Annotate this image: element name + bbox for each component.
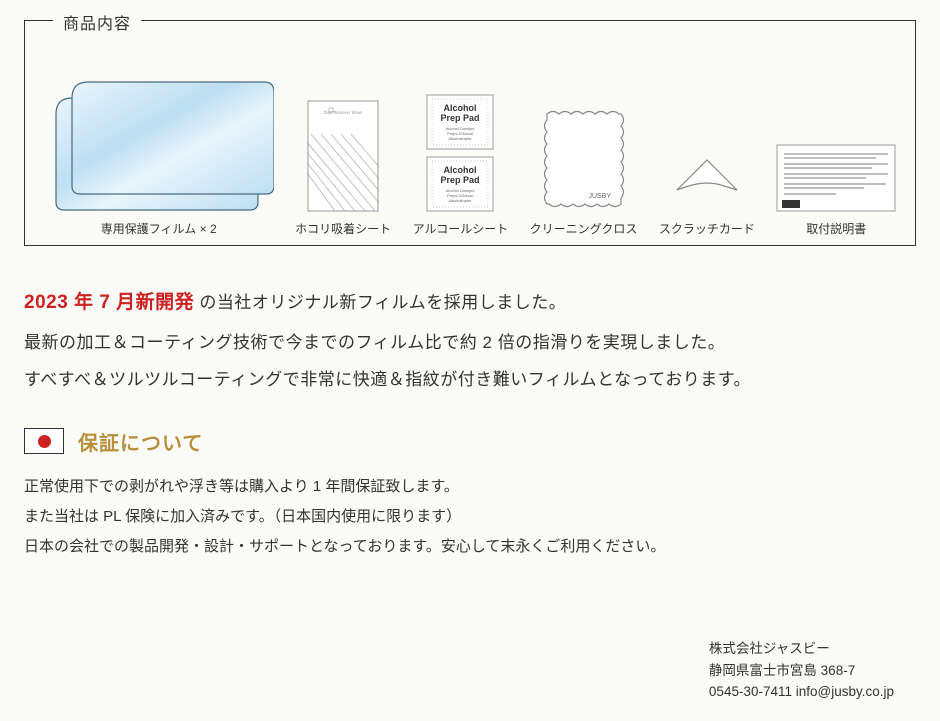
desc-line-1: 2023 年 7 月新開発 の当社オリジナル新フィルムを採用しました。 — [24, 282, 916, 324]
company-name: 株式会社ジャスビー — [709, 638, 894, 660]
svg-text:Prep Pad: Prep Pad — [441, 175, 480, 185]
description-block: 2023 年 7 月新開発 の当社オリジナル新フィルムを採用しました。 最新の加… — [24, 282, 916, 399]
warranty-title: 保証について — [78, 427, 203, 456]
svg-text:Alcohol: Alcohol — [444, 165, 477, 175]
item-film: 専用保護フィルム × 2 — [44, 45, 274, 237]
item-cleaning-cloth: JUSBY クリーニングクロス — [530, 45, 638, 237]
svg-text:Alcohol: Alcohol — [444, 103, 477, 113]
cloth-icon: JUSBY — [539, 106, 629, 212]
alcohol-pad-icon: Alcohol Prep Pad Alcohol Doekjes Preps D… — [426, 94, 494, 212]
scratch-card-icon — [675, 150, 739, 212]
svg-text:Dust Remover Sheet: Dust Remover Sheet — [324, 110, 364, 115]
item-dust-sheet: Dust Remover Sheet ホコリ吸着シート — [295, 45, 391, 237]
product-contents-box: 商品内容 専用保護フィルム × 2 Dust Remover Sheet — [24, 20, 916, 246]
warranty-line-2: また当社は PL 保険に加入済みです。（日本国内使用に限ります） — [24, 502, 916, 532]
svg-text:Alkoholtupfer: Alkoholtupfer — [449, 198, 473, 203]
item-scratch-card: スクラッチカード — [659, 45, 755, 237]
svg-text:Prep Pad: Prep Pad — [441, 113, 480, 123]
svg-text:Alkoholtupfer: Alkoholtupfer — [449, 136, 473, 141]
warranty-block: 保証について 正常使用下での剥がれや浮き等は購入より 1 年間保証致します。 ま… — [24, 427, 916, 562]
item-label: 取付説明書 — [806, 220, 866, 237]
warranty-line-1: 正常使用下での剥がれや浮き等は購入より 1 年間保証致します。 — [24, 472, 916, 502]
item-label: スクラッチカード — [659, 220, 755, 237]
item-manual: 取付説明書 — [776, 45, 896, 237]
company-address: 静岡県富士市宮島 368-7 — [709, 660, 894, 682]
desc-highlight: 2023 年 7 月新開発 — [24, 292, 194, 313]
desc-line-3: すべすべ＆ツルツルコーティングで非常に快適＆指紋が付き難いフィルムとなっておりま… — [24, 361, 916, 398]
svg-text:JUSBY: JUSBY — [588, 193, 611, 200]
manual-icon — [776, 144, 896, 212]
desc-line-2: 最新の加工＆コーティング技術で今までのフィルム比で約 2 倍の指滑りを実現しまし… — [24, 324, 916, 361]
desc-line1-rest: の当社オリジナル新フィルムを採用しました。 — [194, 293, 566, 312]
item-label: クリーニングクロス — [530, 220, 638, 237]
company-footer: 株式会社ジャスビー 静岡県富士市宮島 368-7 0545-30-7411 in… — [709, 638, 894, 703]
item-alcohol-pads: Alcohol Prep Pad Alcohol Doekjes Preps D… — [413, 45, 509, 237]
item-label: ホコリ吸着シート — [295, 220, 391, 237]
japan-flag-icon — [24, 428, 64, 454]
company-contact: 0545-30-7411 info@jusby.co.jp — [709, 681, 894, 703]
contents-title: 商品内容 — [53, 10, 141, 34]
warranty-line-3: 日本の会社での製品開発・設計・サポートとなっております。安心して末永くご利用くだ… — [24, 532, 916, 562]
flag-dot — [38, 435, 51, 448]
dust-sheet-icon: Dust Remover Sheet — [307, 100, 379, 212]
item-label: アルコールシート — [413, 220, 509, 237]
warranty-header: 保証について — [24, 427, 916, 456]
film-icon — [44, 72, 274, 212]
item-label: 専用保護フィルム × 2 — [101, 220, 217, 237]
